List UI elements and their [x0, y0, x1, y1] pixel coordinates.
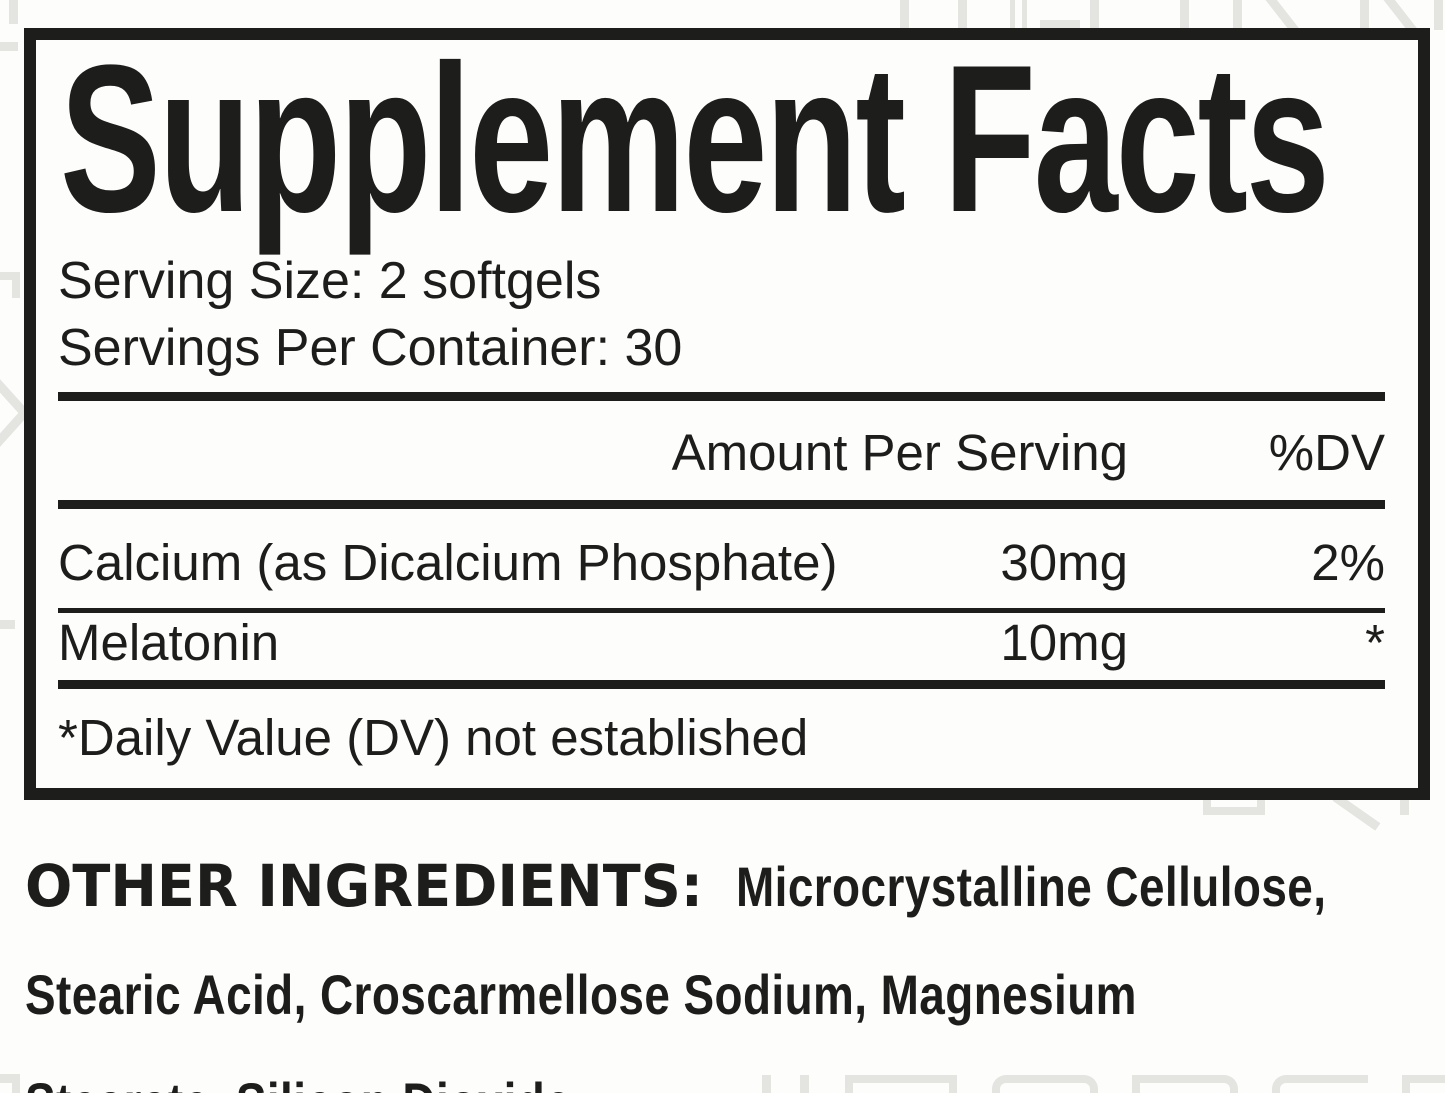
- table-row: Melatonin 10mg *: [58, 614, 1385, 671]
- watermark-fragment: [1272, 1075, 1368, 1093]
- watermark-fragment: [1402, 1075, 1445, 1093]
- other-ingredients-label: OTHER INGREDIENTS:: [25, 852, 704, 920]
- ingredient-amount: 30mg: [1000, 534, 1128, 591]
- other-ingredients-line: Stearate, Silicon Dioxide.: [25, 1056, 1445, 1093]
- watermark-fragment: [1090, 0, 1099, 30]
- ingredient-dv: *: [1365, 614, 1385, 671]
- rule-thick: [58, 392, 1385, 401]
- watermark-fragment: [900, 0, 909, 30]
- other-ingredients-line: Stearic Acid, Croscarmellose Sodium, Mag…: [25, 948, 1445, 1056]
- ingredient-name: Calcium (as Dicalcium Phosphate): [58, 534, 838, 591]
- column-amount-per-serving: Amount Per Serving: [671, 424, 1128, 481]
- other-ingredients-section: OTHER INGREDIENTS: Microcrystalline Cell…: [25, 840, 1445, 1093]
- watermark-fragment: [1434, 0, 1443, 30]
- watermark-fragment: [1360, 0, 1369, 30]
- watermark-fragment: [1040, 20, 1080, 28]
- rule-thick: [58, 680, 1385, 689]
- watermark-fragment: [0, 1074, 20, 1083]
- serving-size: Serving Size: 2 softgels: [58, 252, 602, 310]
- other-ingredients-text: Stearic Acid, Croscarmellose Sodium, Mag…: [25, 963, 1137, 1026]
- watermark-fragment: [1233, 0, 1242, 30]
- watermark-fragment: [992, 1075, 1098, 1093]
- table-header-row: Amount Per Serving %DV: [58, 424, 1385, 481]
- watermark-fragment: [0, 42, 18, 51]
- serving-info: Serving Size: 2 softgels Servings Per Co…: [58, 248, 1385, 382]
- watermark-fragment: [1132, 1075, 1238, 1093]
- watermark-fragment: [1022, 0, 1027, 30]
- other-ingredients-text: Stearate, Silicon Dioxide.: [25, 1056, 584, 1093]
- watermark-fragment: [762, 1075, 771, 1093]
- watermark-fragment: [800, 1075, 809, 1093]
- ingredient-name: Melatonin: [58, 614, 280, 671]
- other-ingredients-line: OTHER INGREDIENTS: Microcrystalline Cell…: [25, 840, 1445, 948]
- watermark-fragment: [1203, 798, 1265, 815]
- column-percent-dv: %DV: [1268, 424, 1385, 481]
- watermark-fragment: [1400, 798, 1409, 815]
- supplement-facts-box: Supplement Facts Serving Size: 2 softgel…: [24, 28, 1430, 800]
- watermark-fragment: [9, 0, 18, 24]
- rule-thick: [58, 500, 1385, 509]
- table-row: Calcium (as Dicalcium Phosphate) 30mg 2%: [58, 534, 1385, 591]
- watermark-fragment: [1010, 0, 1015, 30]
- watermark-fragment: [0, 620, 15, 629]
- ingredient-dv: 2%: [1311, 534, 1385, 591]
- supplement-facts-title: Supplement Facts: [60, 21, 1330, 256]
- watermark-fragment: [0, 272, 20, 298]
- watermark-fragment: [12, 1074, 20, 1093]
- servings-per-container: Servings Per Container: 30: [58, 319, 683, 377]
- watermark-fragment: [958, 0, 967, 30]
- watermark-fragment: [845, 1075, 957, 1093]
- watermark-fragment: [1180, 0, 1189, 30]
- other-ingredients-text: Microcrystalline Cellulose,: [735, 855, 1327, 918]
- daily-value-footnote: *Daily Value (DV) not established: [58, 709, 809, 766]
- rule-thin: [58, 608, 1385, 613]
- ingredient-amount: 10mg: [1000, 614, 1128, 671]
